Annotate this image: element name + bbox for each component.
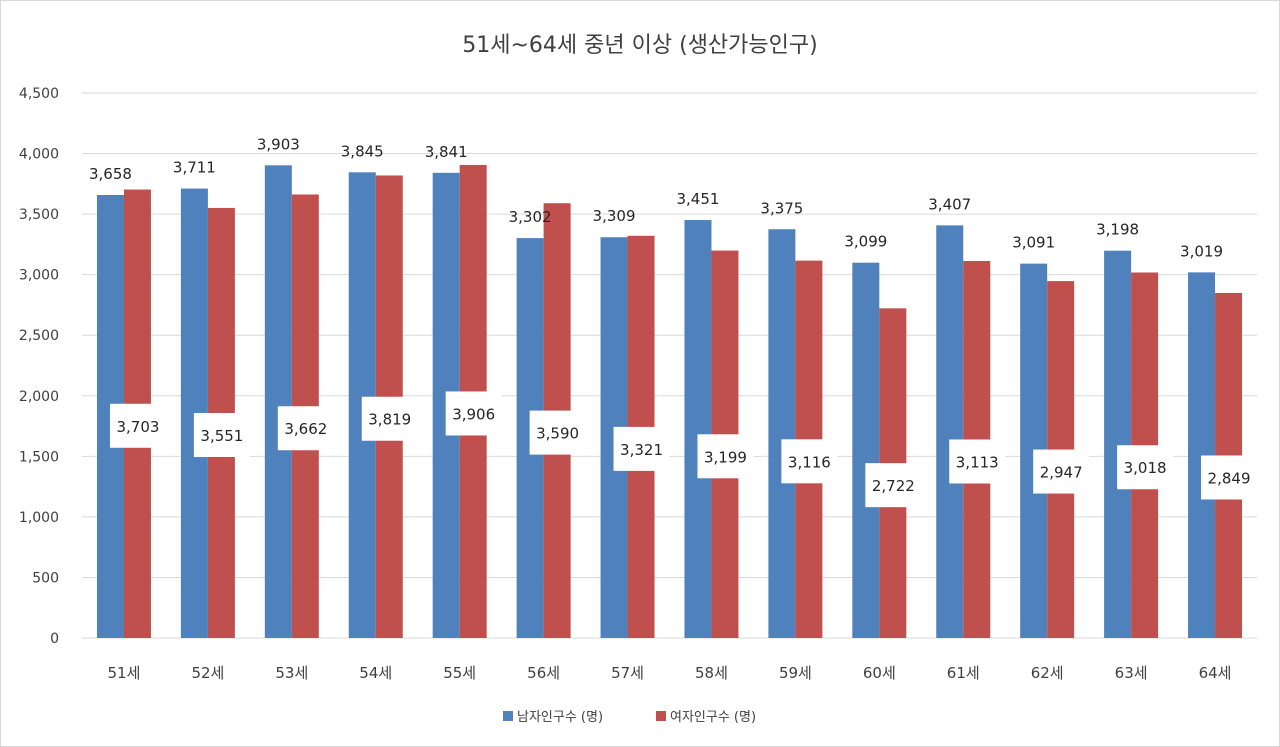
data-label-box [193, 412, 250, 457]
bars [96, 164, 1243, 639]
legend-label-male: 남자인구수 (명) [517, 710, 603, 725]
y-axis: 0 500 1,000 1,500 2,000 2,500 3,000 3,500 4,000 4… [19, 86, 59, 647]
legend-label-female: 여자인구수 (명) [670, 710, 756, 725]
bar-male[interactable] [684, 220, 712, 638]
bar-male[interactable] [264, 165, 292, 638]
y-tick-label: 1,500 [19, 449, 59, 465]
x-tick-label: 61세 [947, 664, 980, 682]
bar-male[interactable] [936, 225, 964, 638]
x-tick-label: 60세 [863, 664, 896, 682]
data-label-male: 3,711 [173, 159, 216, 177]
data-labels: 3,658 3,703 3,711 3,551 3,903 3,662 3,845 3,819… [89, 135, 1258, 508]
data-label-male: 3,198 [1096, 221, 1139, 239]
data-label-male: 3,407 [928, 195, 971, 213]
x-axis: 51세 52세 53세 54세 55세 56세 57세 58세 59세 60세 61세 62세 63세 6… [108, 664, 1232, 682]
data-label-box [1117, 445, 1174, 490]
x-tick-label: 56세 [527, 664, 560, 682]
data-label-box [781, 439, 838, 484]
bar-male[interactable] [768, 229, 796, 638]
x-tick-label: 64세 [1199, 664, 1232, 682]
data-label-box [361, 396, 418, 441]
x-tick-label: 51세 [108, 664, 141, 682]
chart-title: 51세~64세 중년 이상 (생산가능인구) [462, 33, 817, 58]
x-tick-label: 63세 [1115, 664, 1148, 682]
x-tick-label: 62세 [1031, 664, 1064, 682]
y-tick-label: 1,000 [19, 510, 59, 526]
data-label-male: 3,019 [1180, 242, 1223, 260]
data-label-male: 3,841 [425, 143, 468, 161]
data-label-box [697, 434, 754, 479]
data-label-box [613, 426, 670, 471]
data-label-female: 3,819 [368, 411, 411, 429]
data-label-box [109, 403, 166, 448]
x-tick-label: 54세 [359, 664, 392, 682]
legend-swatch-female [656, 711, 666, 721]
y-tick-label: 2,500 [19, 328, 59, 344]
data-label-female: 2,722 [872, 477, 915, 495]
data-label-female: 3,113 [956, 453, 999, 471]
y-tick-label: 500 [32, 570, 59, 586]
data-label-male: 3,658 [89, 165, 132, 183]
data-label-male: 3,845 [341, 142, 384, 160]
x-tick-label: 57세 [611, 664, 644, 682]
y-tick-label: 3,000 [19, 268, 59, 284]
legend: 남자인구수 (명) 여자인구수 (명) [503, 710, 756, 725]
data-label-female: 3,590 [536, 425, 579, 443]
y-tick-label: 0 [50, 631, 59, 647]
y-tick-label: 3,500 [19, 207, 59, 223]
data-label-male: 3,375 [760, 199, 803, 217]
data-label-box [865, 463, 922, 508]
x-tick-label: 58세 [695, 664, 728, 682]
x-tick-label: 55세 [443, 664, 476, 682]
data-label-male: 3,451 [676, 190, 719, 208]
data-label-box [277, 406, 334, 451]
data-label-female: 3,703 [116, 418, 159, 436]
data-label-female: 3,116 [788, 453, 831, 471]
data-label-female: 3,662 [284, 420, 327, 438]
data-label-male: 3,091 [1012, 234, 1055, 252]
bar-male[interactable] [1188, 272, 1216, 638]
data-label-female: 3,199 [704, 448, 747, 466]
bar-male[interactable] [852, 262, 880, 638]
data-label-male: 3,903 [257, 135, 300, 153]
data-label-female: 2,947 [1040, 464, 1083, 482]
data-label-female: 2,849 [1208, 469, 1251, 487]
data-label-male: 3,309 [593, 207, 636, 225]
data-label-male: 3,099 [844, 233, 887, 251]
x-tick-label: 59세 [779, 664, 812, 682]
data-label-box [1033, 449, 1090, 494]
gridlines [82, 92, 1257, 639]
data-label-female: 3,321 [620, 441, 663, 459]
y-tick-label: 4,500 [19, 86, 59, 102]
x-tick-label: 53세 [275, 664, 308, 682]
y-tick-label: 4,000 [19, 147, 59, 163]
y-tick-label: 2,000 [19, 389, 59, 405]
x-tick-label: 52세 [191, 664, 224, 682]
bar-male[interactable] [1104, 250, 1132, 639]
data-label-box [949, 439, 1006, 484]
data-label-female: 3,018 [1124, 459, 1167, 477]
data-label-box [529, 410, 586, 455]
data-label-box [445, 391, 502, 436]
data-label-box [1201, 455, 1258, 500]
data-label-male: 3,302 [509, 208, 552, 226]
data-label-female: 3,906 [452, 405, 495, 423]
data-label-female: 3,551 [200, 427, 243, 445]
legend-swatch-male [503, 711, 513, 721]
